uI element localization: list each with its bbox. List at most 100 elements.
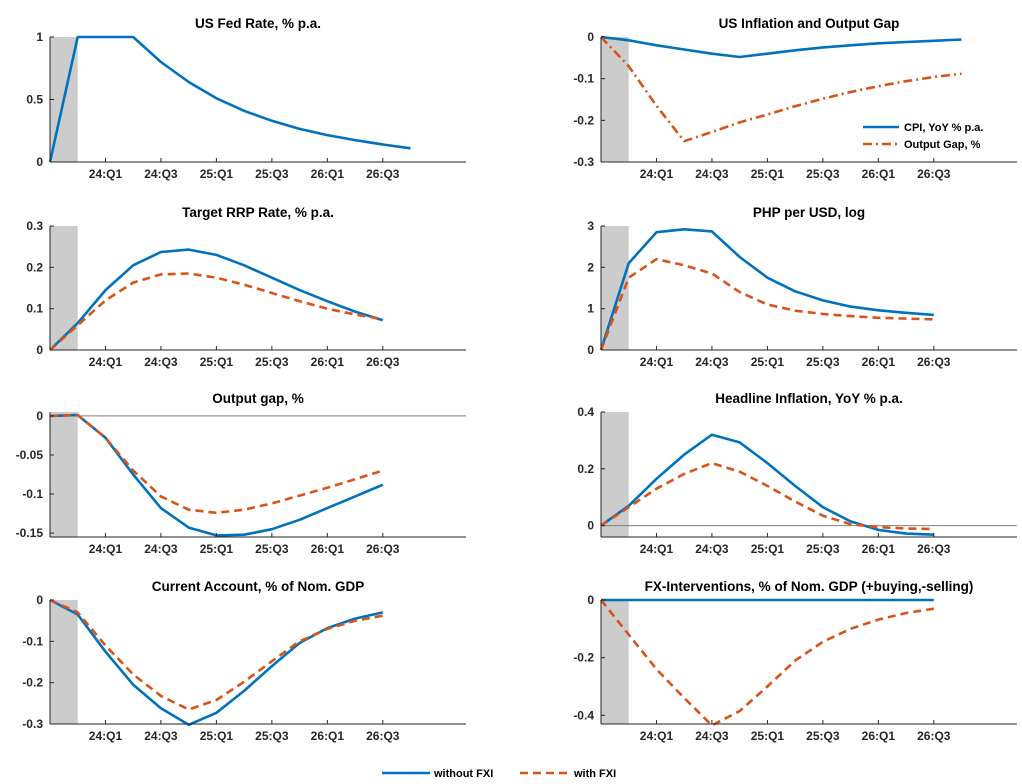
x-tick-label: 24:Q1	[89, 542, 123, 556]
y-tick-label: 0	[587, 519, 594, 533]
y-tick-label: 0.2	[26, 260, 43, 274]
x-tick-label: 26:Q3	[917, 167, 951, 181]
x-tick-label: 24:Q3	[695, 729, 729, 743]
shaded-period	[601, 412, 629, 537]
x-tick-label: 24:Q3	[144, 355, 178, 369]
chart-title: Headline Inflation, YoY % p.a.	[715, 391, 903, 406]
x-tick-label: 25:Q3	[806, 355, 840, 369]
x-tick-label: 25:Q3	[806, 542, 840, 556]
y-tick-label: -0.15	[16, 526, 44, 540]
series-line-with	[599, 599, 934, 727]
chart-panel-2: US Inflation and Output Gap -0.3 -0.2 -0.1 0…	[573, 16, 1017, 181]
x-tick-label: 25:Q1	[200, 542, 234, 556]
x-tick-label: 26:Q3	[366, 167, 400, 181]
chart-title: US Inflation and Output Gap	[719, 16, 900, 31]
x-tick-label: 25:Q1	[751, 167, 785, 181]
x-tick-label: 25:Q1	[751, 355, 785, 369]
x-tick-label: 26:Q3	[917, 355, 951, 369]
y-tick-label: 0	[587, 30, 594, 44]
y-tick-label: -0.3	[22, 717, 43, 731]
series-line-without	[600, 433, 934, 536]
x-tick-label: 25:Q1	[200, 729, 234, 743]
x-tick-label: 24:Q1	[89, 729, 123, 743]
y-tick-label: 0.3	[26, 219, 43, 233]
y-tick-label: 1	[36, 30, 43, 44]
y-tick-label: -0.1	[573, 72, 594, 86]
y-tick-label: -0.05	[16, 448, 44, 462]
series-line-without	[49, 598, 384, 727]
x-tick-label: 25:Q3	[255, 355, 289, 369]
x-tick-label: 24:Q1	[640, 355, 674, 369]
y-tick-label: 0.5	[26, 93, 43, 107]
chart-panel-7: Current Account, % of Nom. GDP -0.3 -0.2 -0…	[22, 579, 466, 743]
chart-panel-5: Output gap, % -0.15 -0.1 -0.05 0 24:Q1 24:Q3 25…	[16, 391, 466, 556]
chart-title: Target RRP Rate, % p.a.	[182, 205, 334, 220]
figure-legend: without FXI with FXI	[382, 768, 616, 780]
x-tick-label: 26:Q1	[311, 542, 345, 556]
x-tick-label: 24:Q3	[695, 167, 729, 181]
series-line-without	[48, 35, 411, 163]
panel-legend-box	[859, 115, 1014, 155]
x-tick-label: 24:Q1	[89, 167, 123, 181]
x-tick-label: 26:Q3	[917, 729, 951, 743]
series-line-with	[600, 461, 934, 531]
y-tick-label: 0	[587, 593, 594, 607]
x-tick-label: 24:Q1	[89, 355, 123, 369]
chart-title: PHP per USD, log	[753, 205, 865, 220]
y-tick-label: -0.1	[22, 634, 43, 648]
x-tick-label: 24:Q1	[640, 542, 674, 556]
y-tick-label: 0	[36, 593, 43, 607]
x-tick-label: 26:Q1	[862, 355, 896, 369]
x-tick-label: 24:Q3	[695, 542, 729, 556]
series-line-without	[600, 35, 962, 59]
chart-panels: US Fed Rate, % p.a. 0 0.5 1 24:Q1 24:Q3 25:Q1 2…	[16, 16, 1017, 743]
y-tick-label: -0.2	[573, 651, 594, 665]
chart-title: Output gap, %	[212, 391, 304, 406]
chart-panel-3: Target RRP Rate, % p.a. 0 0.1 0.2 0.3 24:Q1 24…	[26, 205, 466, 369]
series-line-without	[49, 248, 384, 351]
x-tick-label: 25:Q3	[255, 542, 289, 556]
chart-panel-1: US Fed Rate, % p.a. 0 0.5 1 24:Q1 24:Q3 25:Q1 2…	[26, 16, 466, 181]
y-tick-label: 0.4	[577, 405, 594, 419]
shaded-period	[50, 226, 78, 350]
x-tick-label: 26:Q1	[862, 729, 896, 743]
shaded-period	[50, 412, 78, 537]
y-tick-label: -0.2	[573, 113, 594, 127]
y-tick-label: 0	[587, 343, 594, 357]
legend-label-without-fxi: without FXI	[433, 768, 493, 780]
y-tick-label: -0.4	[573, 708, 594, 722]
y-tick-label: 0	[36, 409, 43, 423]
x-tick-label: 24:Q3	[144, 167, 178, 181]
x-tick-label: 24:Q1	[640, 729, 674, 743]
series-line-with	[49, 598, 384, 711]
x-tick-label: 26:Q3	[366, 355, 400, 369]
x-tick-label: 25:Q1	[200, 167, 234, 181]
chart-panel-4: PHP per USD, log 0 1 2 3 24:Q1 24:Q3 25:Q1 25:Q3…	[587, 205, 1017, 369]
y-tick-label: -0.2	[22, 676, 43, 690]
x-tick-label: 25:Q1	[200, 355, 234, 369]
x-tick-label: 26:Q3	[366, 542, 400, 556]
chart-title: Current Account, % of Nom. GDP	[152, 579, 365, 594]
series-line-with	[599, 257, 934, 351]
x-tick-label: 26:Q1	[311, 729, 345, 743]
y-tick-label: 0.1	[26, 302, 43, 316]
x-tick-label: 24:Q1	[640, 167, 674, 181]
y-tick-label: 2	[587, 260, 594, 274]
x-tick-label: 25:Q3	[806, 729, 840, 743]
chart-title: FX-Interventions, % of Nom. GDP (+buying…	[645, 579, 974, 594]
y-tick-label: 0.2	[577, 462, 594, 476]
legend-label-with-fxi: with FXI	[573, 768, 616, 780]
series-line-without	[599, 228, 934, 351]
x-tick-label: 26:Q1	[311, 355, 345, 369]
panel-legend-label: Output Gap, %	[904, 139, 981, 151]
y-tick-label: -0.3	[573, 155, 594, 169]
shaded-period	[601, 37, 629, 162]
shaded-period	[601, 600, 629, 724]
y-tick-label: 0	[36, 343, 43, 357]
x-tick-label: 25:Q3	[806, 167, 840, 181]
x-tick-label: 26:Q3	[917, 542, 951, 556]
y-tick-label: 0	[36, 155, 43, 169]
chart-panel-8: FX-Interventions, % of Nom. GDP (+buying…	[573, 579, 1017, 743]
series-line-dashdot	[600, 36, 962, 143]
